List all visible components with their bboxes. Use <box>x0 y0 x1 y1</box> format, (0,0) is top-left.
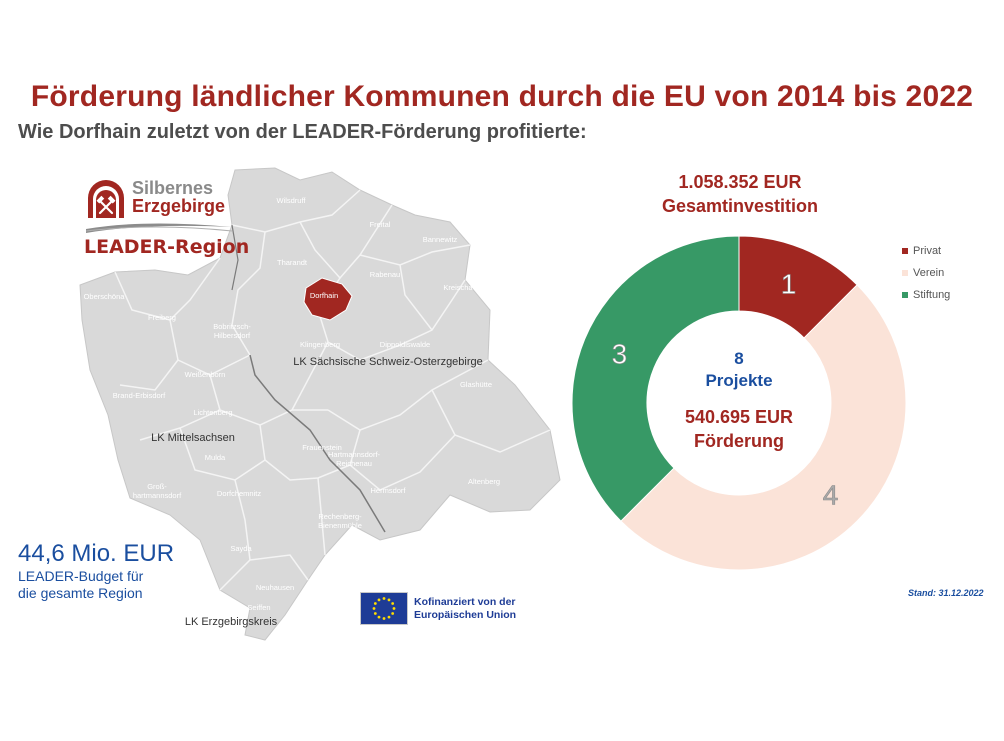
legend-swatch <box>902 292 908 298</box>
funding-amount: 540.695 EUR <box>684 407 794 427</box>
logo-region-label: LEADER-Region <box>84 236 250 258</box>
town-label: Freital <box>369 220 391 229</box>
funding-label: Förderung <box>693 431 784 451</box>
legend-label: Stiftung <box>913 289 951 301</box>
town-label: Bannewitz <box>422 235 458 244</box>
eu-line1: Kofinanziert von der <box>414 595 516 608</box>
region-map: Wilsdruff Freital Bannewitz Tharandt Rab… <box>60 160 580 650</box>
chart-legend: Privat Verein Stiftung <box>902 240 950 306</box>
logo-name-line1: Silbernes <box>132 178 214 198</box>
legend-label: Privat <box>913 245 942 257</box>
chart-center-funding: 540.695 EUR Förderung <box>685 405 793 453</box>
budget-info: 44,6 Mio. EUR LEADER-Budget für die gesa… <box>18 540 174 602</box>
town-label: Mulda <box>204 453 226 462</box>
eu-cofinancing: Kofinanziert von der Europäischen Union <box>360 592 516 625</box>
donut-chart: 1 4 3 <box>571 235 907 571</box>
legend-item-stiftung: Stiftung <box>902 284 950 306</box>
highlighted-municipality-dorfhain <box>303 277 353 321</box>
donut-slice-stiftung <box>571 235 740 522</box>
town-label: Kreischa <box>443 283 473 292</box>
stand-date: Stand: 31.12.2022 <box>908 588 984 598</box>
town-label: Lichtenberg <box>193 408 233 417</box>
town-label: Brand-Erbisdorf <box>112 391 166 400</box>
legend-swatch <box>902 270 908 276</box>
projects-label: Projekte <box>705 371 773 390</box>
district-border-line <box>249 354 386 533</box>
town-label: Weißenborn <box>184 370 226 379</box>
town-label: Seiffen <box>247 603 271 612</box>
town-label: Rabenau <box>369 270 401 279</box>
town-label: Neuhausen <box>255 583 295 592</box>
donut-value-label: 1 <box>781 268 797 299</box>
town-label: Klingenberg <box>299 340 341 349</box>
projects-count: 8 <box>734 349 744 368</box>
investment-label: Gesamtinvestition <box>661 196 819 216</box>
page-title: Förderung ländlicher Kommunen durch die … <box>30 80 974 113</box>
town-label: Dorfchemnitz <box>216 489 262 498</box>
town-label: Dorfhain <box>309 291 339 300</box>
legend-item-verein: Verein <box>902 262 950 284</box>
logo-name-line2: Erzgebirge <box>132 196 226 216</box>
municipality-borders <box>114 189 551 591</box>
donut-value-label: 3 <box>612 338 628 369</box>
leader-logo: Silbernes Erzgebirge LEADER-Region <box>80 174 249 264</box>
town-label: Sayda <box>230 544 252 553</box>
town-label: Glashütte <box>459 380 493 389</box>
budget-line1: LEADER-Budget für <box>18 568 144 584</box>
town-label: Oberschöna <box>83 292 125 301</box>
town-label: Freiberg <box>148 313 176 322</box>
town-label: Bobritzsch-Hilbersdorf <box>213 322 251 340</box>
budget-line2: die gesamte Region <box>18 585 143 601</box>
logo-swoosh <box>85 223 233 233</box>
town-label: Wilsdruff <box>276 196 306 205</box>
donut-value-label: 4 <box>823 480 839 511</box>
legend-swatch <box>902 248 908 254</box>
chart-center-projects: 8 Projekte <box>705 348 772 392</box>
investment-amount: 1.058.352 EUR <box>678 172 802 192</box>
eu-line2: Europäischen Union <box>414 608 517 621</box>
town-label: Hartmannsdorf-Reichenau <box>327 450 381 468</box>
town-label: Hermsdorf <box>370 486 406 495</box>
hammer-and-pick-icon <box>88 180 124 218</box>
town-label: Frauenstein <box>302 443 342 452</box>
legend-item-privat: Privat <box>902 240 950 262</box>
town-label: Rechenberg-Bienenmühle <box>318 512 362 530</box>
district-label: LK Sächsische Schweiz-Osterzgebirge <box>293 356 483 368</box>
district-border-line-2 <box>231 224 239 291</box>
eu-flag-icon <box>360 592 408 625</box>
total-investment: 1.058.352 EUR Gesamtinvestition <box>610 170 870 218</box>
town-label: Groß-hartmannsdorf <box>132 482 182 500</box>
town-label: Dippoldiswalde <box>379 340 431 349</box>
town-label: Altenberg <box>467 477 501 486</box>
page-subtitle: Wie Dorfhain zuletzt von der LEADER-Förd… <box>18 121 587 143</box>
legend-label: Verein <box>913 267 945 279</box>
district-label: LK Erzgebirgskreis <box>184 616 278 628</box>
budget-amount: 44,6 Mio. EUR <box>18 540 175 567</box>
donut-slice-verein <box>620 284 907 571</box>
district-label: LK Mittelsachsen <box>151 432 235 444</box>
region-map-shape <box>79 167 561 641</box>
town-label: Tharandt <box>276 258 308 267</box>
